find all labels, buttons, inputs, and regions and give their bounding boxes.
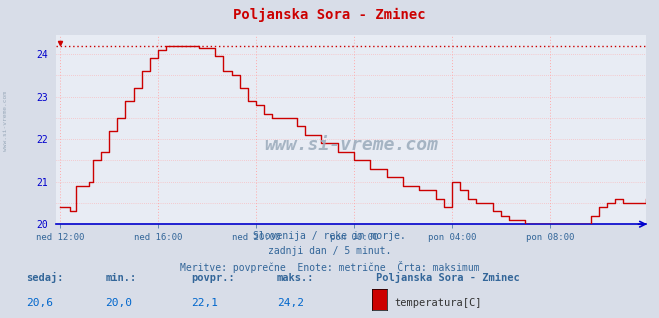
Text: Poljanska Sora - Zminec: Poljanska Sora - Zminec — [233, 8, 426, 22]
Text: 22,1: 22,1 — [191, 299, 218, 308]
Text: povpr.:: povpr.: — [191, 273, 235, 283]
Text: www.si-vreme.com: www.si-vreme.com — [3, 91, 8, 151]
Text: 20,6: 20,6 — [26, 299, 53, 308]
Text: zadnji dan / 5 minut.: zadnji dan / 5 minut. — [268, 246, 391, 256]
Text: maks.:: maks.: — [277, 273, 314, 283]
Text: Poljanska Sora - Zminec: Poljanska Sora - Zminec — [376, 272, 519, 283]
Text: Slovenija / reke in morje.: Slovenija / reke in morje. — [253, 231, 406, 240]
Text: www.si-vreme.com: www.si-vreme.com — [264, 136, 438, 154]
Text: min.:: min.: — [105, 273, 136, 283]
Text: Meritve: povprečne  Enote: metrične  Črta: maksimum: Meritve: povprečne Enote: metrične Črta:… — [180, 261, 479, 273]
Text: temperatura[C]: temperatura[C] — [394, 299, 482, 308]
Text: 24,2: 24,2 — [277, 299, 304, 308]
Text: sedaj:: sedaj: — [26, 272, 64, 283]
Text: 20,0: 20,0 — [105, 299, 132, 308]
